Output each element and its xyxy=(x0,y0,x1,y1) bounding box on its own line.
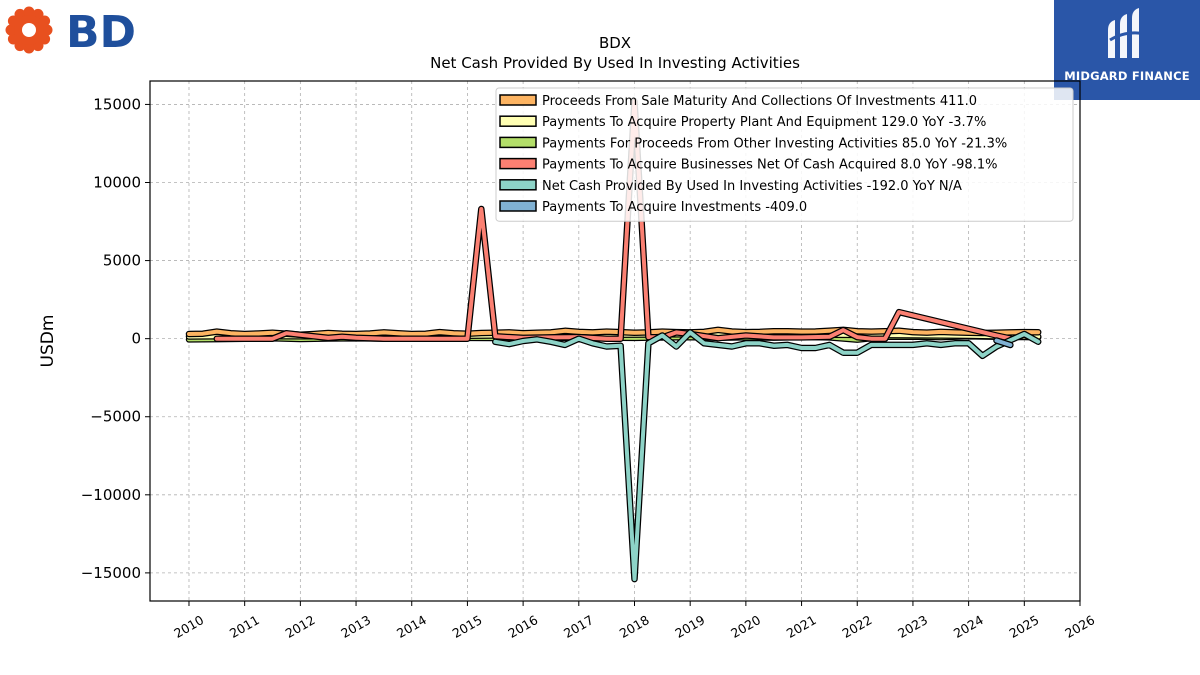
x-tick-label: 2010 xyxy=(171,612,206,641)
x-tick-label: 2026 xyxy=(1062,612,1097,641)
x-tick-label: 2012 xyxy=(283,612,318,641)
legend-swatch xyxy=(499,200,537,212)
x-tick-label: 2011 xyxy=(227,612,262,641)
legend-item: Net Cash Provided By Used In Investing A… xyxy=(499,179,962,194)
series-6 xyxy=(993,337,1014,349)
chart-subtitle: Net Cash Provided By Used In Investing A… xyxy=(430,54,800,72)
x-tick-label: 2016 xyxy=(505,612,540,641)
x-tick-label: 2018 xyxy=(617,612,652,641)
legend-swatch xyxy=(499,94,537,106)
chart-title: BDX xyxy=(599,34,631,52)
y-axis-label: USDm xyxy=(38,315,58,368)
legend-item: Payments To Acquire Investments -409.0 xyxy=(499,200,807,215)
series-4 xyxy=(213,98,1014,342)
x-tick-label: 2015 xyxy=(450,612,485,641)
y-tick-label: 5000 xyxy=(103,252,141,270)
midgard-logo-text: MIDGARD FINANCE xyxy=(1064,69,1190,83)
x-axis: 2010 2011 2012 2013 2014 2015 2016 2017 2018 2019… xyxy=(171,601,1097,641)
legend-item: Proceeds From Sale Maturity And Collecti… xyxy=(499,94,977,109)
x-tick-label: 2023 xyxy=(895,612,930,641)
series-line xyxy=(994,338,1013,347)
x-tick-label: 2024 xyxy=(951,612,986,641)
series-line xyxy=(214,99,1013,341)
y-tick-label: 10000 xyxy=(93,174,141,192)
legend-box xyxy=(495,87,1074,222)
x-tick-label: 2022 xyxy=(839,612,874,641)
x-tick-label: 2019 xyxy=(672,612,707,641)
x-tick-label: 2025 xyxy=(1007,612,1042,641)
legend-swatch xyxy=(499,157,537,170)
series-layer xyxy=(185,98,1042,583)
series-1 xyxy=(185,326,1042,339)
y-axis: 15000 10000 5000 0 −5000 −10000 −15000 xyxy=(81,95,150,582)
y-tick-label: −15000 xyxy=(81,564,141,582)
legend-item: Payments To Acquire Property Plant And E… xyxy=(499,115,986,130)
x-tick-label: 2014 xyxy=(394,612,429,641)
midgard-logo-mark xyxy=(1108,8,1147,58)
y-tick-label: 0 xyxy=(131,330,141,348)
legend-swatch xyxy=(499,115,537,127)
legend-swatch xyxy=(499,136,537,149)
bd-logo: BD xyxy=(4,4,144,58)
legend-label: Payments To Acquire Businesses Net Of Ca… xyxy=(542,158,997,173)
legend-swatch xyxy=(499,179,537,191)
legend-label: Payments To Acquire Investments -409.0 xyxy=(542,200,807,215)
legend: Proceeds From Sale Maturity And Collecti… xyxy=(495,87,1074,222)
y-tick-label: −5000 xyxy=(90,408,141,426)
bd-logo-mark: BD xyxy=(5,6,136,58)
series-5 xyxy=(492,329,1042,583)
y-tick-label: −10000 xyxy=(81,486,141,504)
midgard-finance-logo: MIDGARD FINANCE xyxy=(1054,0,1200,100)
x-tick-label: 2020 xyxy=(728,612,763,641)
y-tick-label: 15000 xyxy=(93,95,141,113)
legend-item: Payments For Proceeds From Other Investi… xyxy=(499,136,1007,151)
sunburst-icon xyxy=(5,6,53,54)
legend-label: Payments To Acquire Property Plant And E… xyxy=(542,115,986,130)
series-line xyxy=(493,330,1041,582)
plot-frame xyxy=(149,80,1081,602)
series-line-outline xyxy=(492,329,1042,583)
legend-label: Net Cash Provided By Used In Investing A… xyxy=(542,179,962,194)
legend-label: Payments For Proceeds From Other Investi… xyxy=(542,136,1007,151)
series-line xyxy=(187,327,1041,337)
legend-item: Payments To Acquire Businesses Net Of Ca… xyxy=(499,157,997,173)
x-tick-label: 2013 xyxy=(338,612,373,641)
legend-label: Proceeds From Sale Maturity And Collecti… xyxy=(542,94,977,109)
x-tick-label: 2017 xyxy=(561,612,596,641)
x-tick-label: 2021 xyxy=(784,612,819,641)
bd-logo-text: BD xyxy=(66,7,136,56)
